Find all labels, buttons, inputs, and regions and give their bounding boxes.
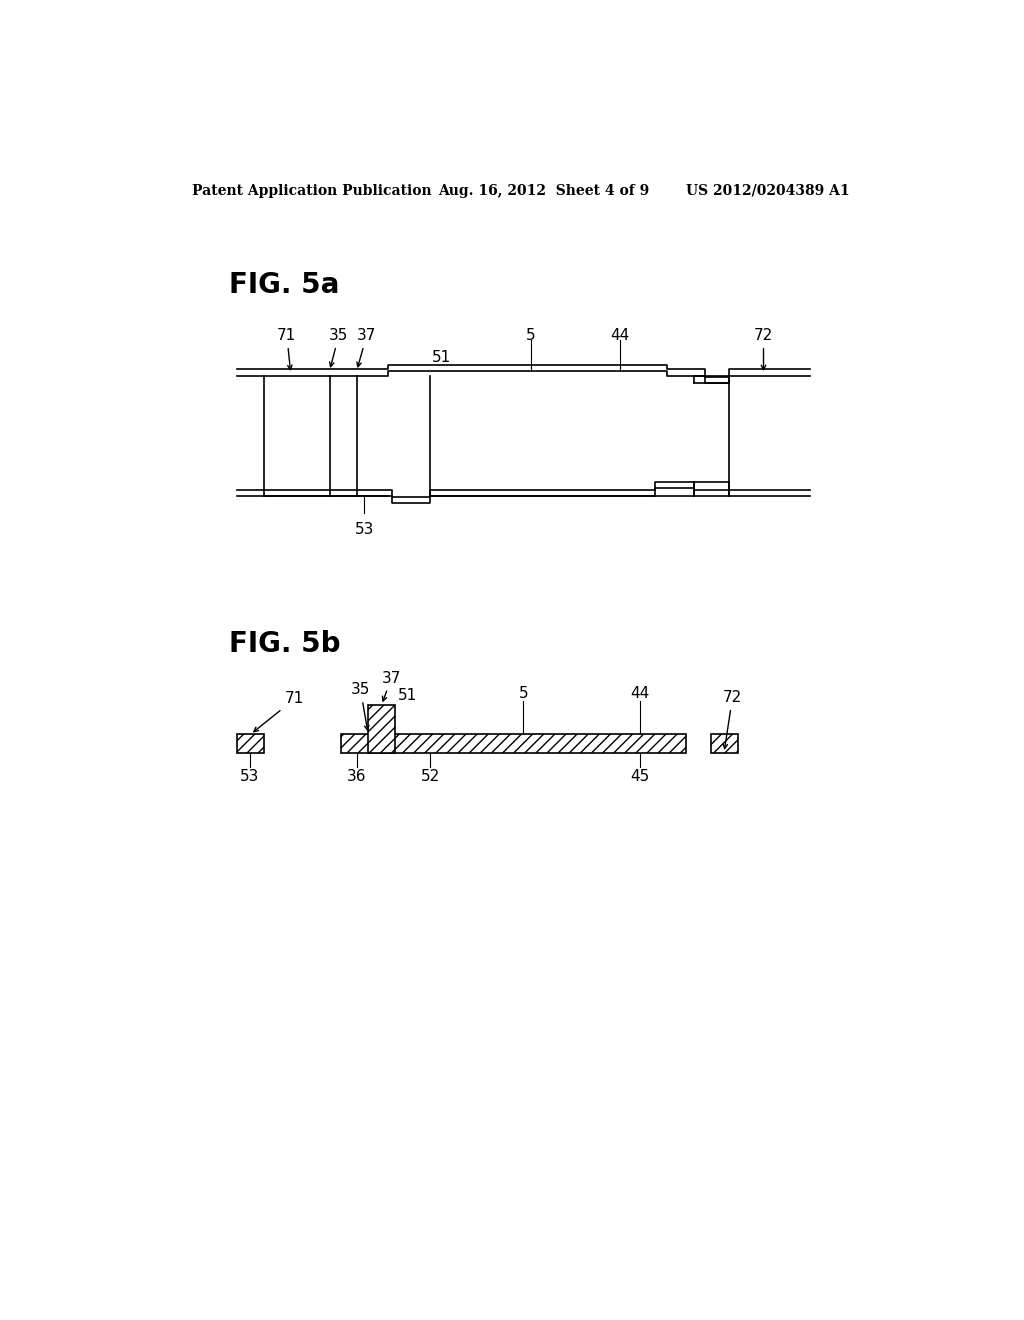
Text: 37: 37 (357, 327, 377, 367)
Text: 44: 44 (630, 686, 649, 701)
Text: 36: 36 (347, 770, 367, 784)
Text: FIG. 5a: FIG. 5a (228, 272, 339, 300)
Text: FIG. 5b: FIG. 5b (228, 630, 340, 657)
Text: 37: 37 (382, 671, 401, 701)
Text: 45: 45 (630, 770, 649, 784)
Text: 71: 71 (278, 327, 297, 370)
Text: 5: 5 (518, 686, 528, 701)
Text: 52: 52 (421, 770, 440, 784)
Bar (237, 734, 263, 752)
Text: 5: 5 (526, 327, 536, 343)
Bar (341, 734, 686, 752)
Text: US 2012/0204389 A1: US 2012/0204389 A1 (686, 183, 850, 198)
Text: 51: 51 (397, 688, 417, 702)
Text: 71: 71 (254, 692, 304, 731)
Text: 35: 35 (351, 682, 371, 730)
Text: Patent Application Publication: Patent Application Publication (191, 183, 431, 198)
Text: 72: 72 (754, 327, 773, 370)
Text: 72: 72 (723, 690, 742, 748)
Text: 44: 44 (610, 327, 630, 343)
Text: 51: 51 (432, 350, 451, 364)
Text: 53: 53 (354, 521, 374, 537)
Bar (369, 705, 395, 752)
Text: 35: 35 (329, 327, 348, 367)
Bar (711, 734, 738, 752)
Text: Aug. 16, 2012  Sheet 4 of 9: Aug. 16, 2012 Sheet 4 of 9 (438, 183, 649, 198)
Text: 53: 53 (240, 770, 259, 784)
